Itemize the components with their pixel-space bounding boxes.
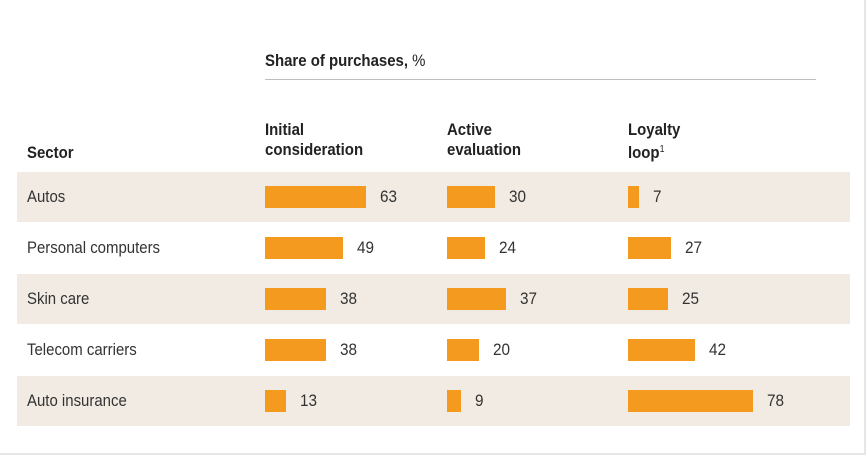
data-label-initial-consideration-skin-care: 38 (340, 289, 358, 308)
column-header-active-evaluation: Active evaluation (447, 120, 521, 160)
data-label-active-evaluation-telecom-carriers: 20 (493, 340, 511, 359)
bar-initial-consideration-telecom-carriers (265, 339, 326, 361)
data-label-active-evaluation-auto-insurance: 9 (475, 391, 484, 410)
data-label-loyalty-loop-autos: 7 (653, 187, 662, 206)
title-divider (265, 79, 816, 80)
chart-title: Share of purchases, % (265, 51, 425, 71)
table-row: Telecom carriers 38 20 42 (17, 325, 850, 375)
table-row: Skin care 38 37 25 (17, 274, 850, 324)
bar-active-evaluation-personal-computers (447, 237, 485, 259)
column-header-line1: Loyalty (628, 120, 681, 139)
column-header-initial-consideration: Initial consideration (265, 120, 363, 160)
bar-loyalty-loop-autos (628, 186, 639, 208)
bar-initial-consideration-auto-insurance (265, 390, 286, 412)
bar-loyalty-loop-personal-computers (628, 237, 671, 259)
category-label-autos: Autos (27, 187, 66, 206)
category-label-auto-insurance: Auto insurance (27, 391, 127, 410)
category-label-personal-computers: Personal computers (27, 238, 161, 257)
sector-column-header: Sector (27, 143, 74, 162)
bar-initial-consideration-skin-care (265, 288, 326, 310)
data-label-initial-consideration-telecom-carriers: 38 (340, 340, 358, 359)
data-label-initial-consideration-personal-computers: 49 (357, 238, 375, 257)
bar-active-evaluation-skin-care (447, 288, 506, 310)
data-label-active-evaluation-autos: 30 (509, 187, 527, 206)
bar-loyalty-loop-skin-care (628, 288, 668, 310)
table-row: Auto insurance 13 9 78 (17, 376, 850, 426)
chart-title-text: Share of purchases, (265, 51, 409, 70)
column-header-line2: evaluation (447, 140, 522, 159)
bar-initial-consideration-autos (265, 186, 366, 208)
footnote-marker: 1 (659, 144, 665, 155)
data-label-loyalty-loop-auto-insurance: 78 (767, 391, 785, 410)
data-label-initial-consideration-autos: 63 (380, 187, 398, 206)
bar-loyalty-loop-telecom-carriers (628, 339, 695, 361)
data-label-loyalty-loop-skin-care: 25 (682, 289, 700, 308)
data-label-loyalty-loop-telecom-carriers: 42 (709, 340, 727, 359)
category-label-skin-care: Skin care (27, 289, 90, 308)
column-header-line2: consideration (265, 140, 364, 159)
chart-title-unit: % (412, 51, 426, 70)
data-label-initial-consideration-auto-insurance: 13 (300, 391, 318, 410)
bar-active-evaluation-telecom-carriers (447, 339, 479, 361)
category-label-telecom-carriers: Telecom carriers (27, 340, 137, 359)
data-label-active-evaluation-personal-computers: 24 (499, 238, 517, 257)
column-header-line1: Initial (265, 120, 305, 139)
table-row: Personal computers 49 24 27 (17, 223, 850, 273)
column-header-line2: loop (628, 143, 660, 162)
bar-active-evaluation-autos (447, 186, 495, 208)
table-row: Autos 63 30 7 (17, 172, 850, 222)
data-label-loyalty-loop-personal-computers: 27 (685, 238, 703, 257)
bar-initial-consideration-personal-computers (265, 237, 343, 259)
data-label-active-evaluation-skin-care: 37 (520, 289, 538, 308)
bar-loyalty-loop-auto-insurance (628, 390, 753, 412)
bar-active-evaluation-auto-insurance (447, 390, 461, 412)
column-header-loyalty-loop: Loyalty loop1 (628, 120, 680, 163)
column-header-line1: Active (447, 120, 492, 139)
